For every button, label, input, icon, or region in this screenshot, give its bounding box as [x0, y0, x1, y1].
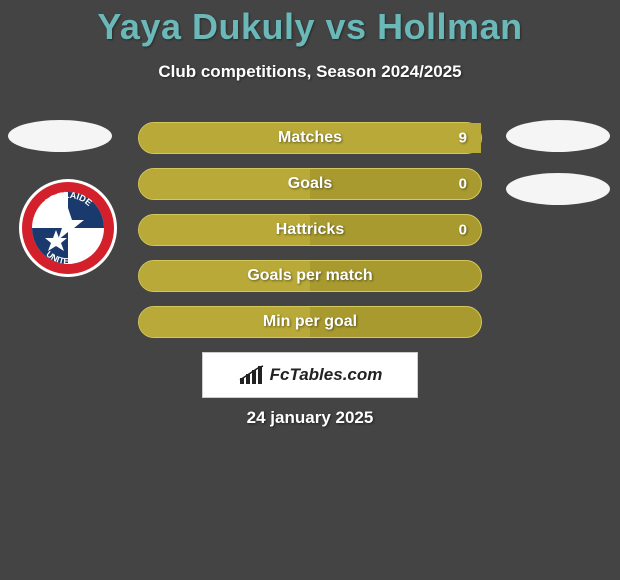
brand-chart-icon	[238, 364, 264, 386]
snapshot-date: 24 january 2025	[0, 408, 620, 428]
stat-bar-goals-per-match: Goals per match	[138, 260, 482, 292]
stat-bar-value: 0	[459, 222, 467, 239]
stat-bar-matches: Matches 9	[138, 122, 482, 154]
stat-bar-min-per-goal: Min per goal	[138, 306, 482, 338]
stat-bar-label: Goals per match	[247, 267, 372, 285]
stat-bar-value: 9	[459, 130, 467, 147]
player2-club-placeholder	[506, 173, 610, 205]
comparison-title: Yaya Dukuly vs Hollman	[0, 0, 620, 48]
comparison-subtitle: Club competitions, Season 2024/2025	[0, 62, 620, 82]
stat-bar-label: Goals	[288, 175, 332, 193]
stat-bar-label: Hattricks	[276, 221, 344, 239]
stat-bar-hattricks: Hattricks 0	[138, 214, 482, 246]
player2-avatar-placeholder	[506, 120, 610, 152]
stat-bar-value: 0	[459, 176, 467, 193]
player1-club-badge: ADELAIDE UNITED F.C.	[18, 178, 118, 278]
player1-avatar-placeholder	[8, 120, 112, 152]
brand-text: FcTables.com	[270, 365, 383, 385]
stat-bar-label: Min per goal	[263, 313, 357, 331]
brand-attribution[interactable]: FcTables.com	[202, 352, 418, 398]
stat-bar-label: Matches	[278, 129, 342, 147]
stat-bars-container: Matches 9 Goals 0 Hattricks 0 Goals per …	[138, 122, 482, 352]
stat-bar-fill	[139, 169, 310, 199]
stat-bar-goals: Goals 0	[138, 168, 482, 200]
